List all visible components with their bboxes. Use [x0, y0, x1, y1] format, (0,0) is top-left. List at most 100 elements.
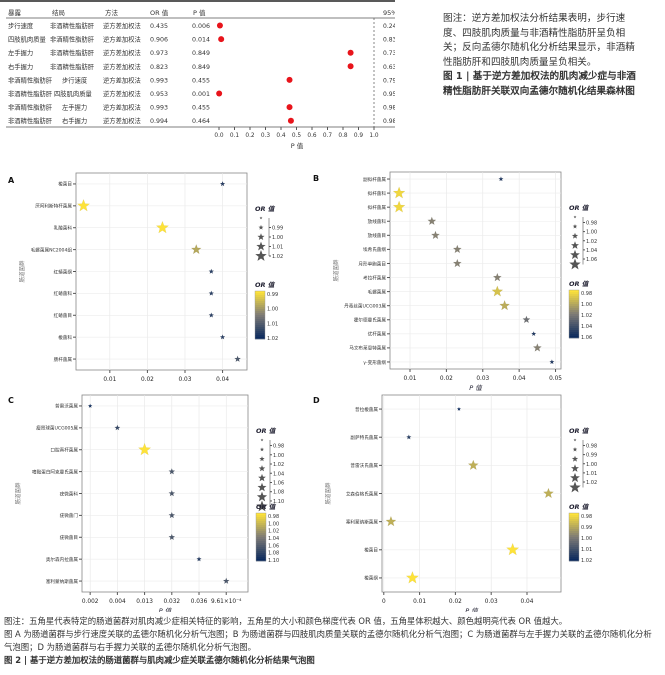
y-tick-label: 梭菌目	[58, 181, 72, 188]
column-header: P 值	[193, 8, 206, 17]
size-legend-star	[573, 438, 577, 442]
column-header: 95%CI	[383, 9, 395, 17]
colorbar-segment	[569, 549, 579, 552]
star-marker	[168, 489, 176, 497]
colorbar-segment	[256, 549, 266, 552]
x-tick-label: 0.02	[141, 377, 154, 383]
star-marker	[87, 403, 93, 409]
colorbar-segment	[569, 334, 579, 337]
y-tick-label: 拟杆菌属	[368, 204, 387, 211]
y-tick-label: 艾森伯格氏菌属	[346, 490, 379, 497]
star-marker	[168, 467, 176, 475]
y-tick-label: γ-变形菌纲	[363, 359, 386, 366]
figure-1-caption: 图注：逆方差加权法分析结果表明，步行速度、四肢肌肉质量与非酒精性脂肪肝呈负相关；…	[443, 12, 643, 100]
x-tick-label: 0.4	[276, 133, 286, 139]
row-outcome: 左手握力	[62, 103, 87, 112]
colorbar-label: 1.10	[268, 558, 279, 564]
forest-point	[347, 63, 354, 70]
star-marker	[219, 180, 226, 187]
colorbar-label: 1.00	[581, 536, 592, 542]
size-legend-label: 0.99	[586, 453, 597, 459]
colorbar-segment	[255, 307, 265, 310]
size-legend-star	[255, 250, 267, 261]
colorbar-segment	[256, 553, 266, 556]
colorbar-label: 0.99	[581, 525, 592, 531]
row-ci: 0.957–0.994	[383, 91, 395, 98]
colorbar-segment	[255, 329, 265, 332]
x-tick-label: 0.3	[261, 133, 271, 139]
colorbar-segment	[256, 523, 266, 526]
colorbar-segment	[569, 302, 579, 305]
y-tick-label: 普雷沃菌属	[55, 403, 78, 410]
row-or: 0.973	[150, 50, 168, 57]
figure-1-note: 图注：逆方差加权法分析结果表明，步行速度、四肢肌肉质量与非酒精性脂肪肝呈负相关；…	[443, 13, 635, 68]
size-legend-star	[571, 455, 579, 462]
size-legend-label: 1.02	[273, 462, 284, 468]
size-legend-label: 0.99	[272, 226, 283, 232]
colorbar-frame	[254, 290, 266, 340]
x-tick-label: 0.032	[163, 599, 180, 605]
colorbar-segment	[255, 327, 265, 330]
colorbar-frame	[568, 512, 580, 562]
x-tick-label: 0.9	[354, 133, 364, 139]
colorbar-segment	[569, 543, 579, 546]
color-legend-title: OR 值	[569, 280, 590, 288]
size-legend-title: OR 值	[256, 427, 277, 435]
row-method: 逆方差加权法	[103, 35, 141, 44]
colorbar-segment	[569, 553, 579, 556]
y-tick-label: 厌阿利斯特杆菌属	[35, 203, 72, 210]
colorbar-label: 0.98	[581, 514, 592, 520]
size-legend-label: 0.98	[273, 444, 284, 450]
row-ci: 0.983–1.008	[383, 118, 395, 125]
row-p: 0.464	[192, 118, 210, 125]
colorbar-segment	[569, 529, 579, 532]
y-tick-label: 放线菌科	[368, 218, 387, 225]
colorbar-segment	[256, 513, 266, 516]
star-marker	[530, 330, 537, 337]
colorbar-segment	[569, 519, 579, 522]
y-axis-label: 肠道菌群	[14, 482, 22, 505]
size-legend-star	[256, 491, 268, 502]
row-outcome: 步行速度	[62, 75, 88, 84]
colorbar-segment	[255, 319, 265, 322]
forest-point	[287, 117, 294, 124]
colorbar-segment	[569, 531, 579, 534]
colorbar-segment	[256, 543, 266, 546]
star-marker	[222, 577, 230, 585]
row-or: 0.823	[150, 64, 168, 71]
row-method: 逆方差加权法	[103, 103, 141, 112]
star-marker	[385, 515, 397, 527]
panel-c-bubble-chart: C 0.002 0.004 0.013 0.032 0.036 9.61×10⁻⁴ P 值 肠道…	[8, 394, 284, 612]
size-legend-star	[259, 216, 263, 220]
figure-2-note-2: 图 A 为肠道菌群与步行速度关联的孟德尔随机化分析气泡图；B 为肠道菌群与四肢肌…	[4, 629, 652, 652]
size-legend-label: 1.00	[272, 235, 283, 241]
row-or: 0.993	[150, 105, 168, 112]
size-legend-label: 1.02	[272, 254, 283, 260]
panel-label: C	[8, 396, 14, 405]
y-tick-label: 普拉梭菌属	[355, 406, 378, 413]
colorbar-segment	[569, 322, 579, 325]
colorbar-segment	[569, 316, 579, 319]
y-tick-label: 嗜黏蛋白阿克曼氏菌属	[32, 468, 78, 475]
colorbar-segment	[256, 535, 266, 538]
x-tick-label: 0.036	[191, 599, 208, 605]
colorbar-segment	[569, 525, 579, 528]
row-p: 0.001	[192, 91, 210, 98]
row-exposure: 非酒精性脂肪肝	[8, 103, 53, 112]
size-legend-star	[259, 456, 265, 462]
size-legend-label: 1.01	[586, 471, 597, 477]
colorbar-segment	[569, 535, 579, 538]
colorbar-segment	[569, 523, 579, 526]
colorbar-segment	[255, 291, 265, 294]
size-legend-title: OR 值	[569, 427, 590, 435]
colorbar-label: 1.04	[268, 536, 279, 542]
colorbar-frame	[568, 289, 580, 339]
colorbar-segment	[255, 297, 265, 300]
forest-point	[216, 22, 223, 29]
y-axis-label: 肠道菌群	[332, 259, 340, 282]
size-legend-star	[256, 500, 268, 512]
size-legend-label: 1.02	[586, 480, 597, 486]
star-marker	[549, 359, 555, 365]
size-legend-label: 1.00	[273, 453, 284, 459]
